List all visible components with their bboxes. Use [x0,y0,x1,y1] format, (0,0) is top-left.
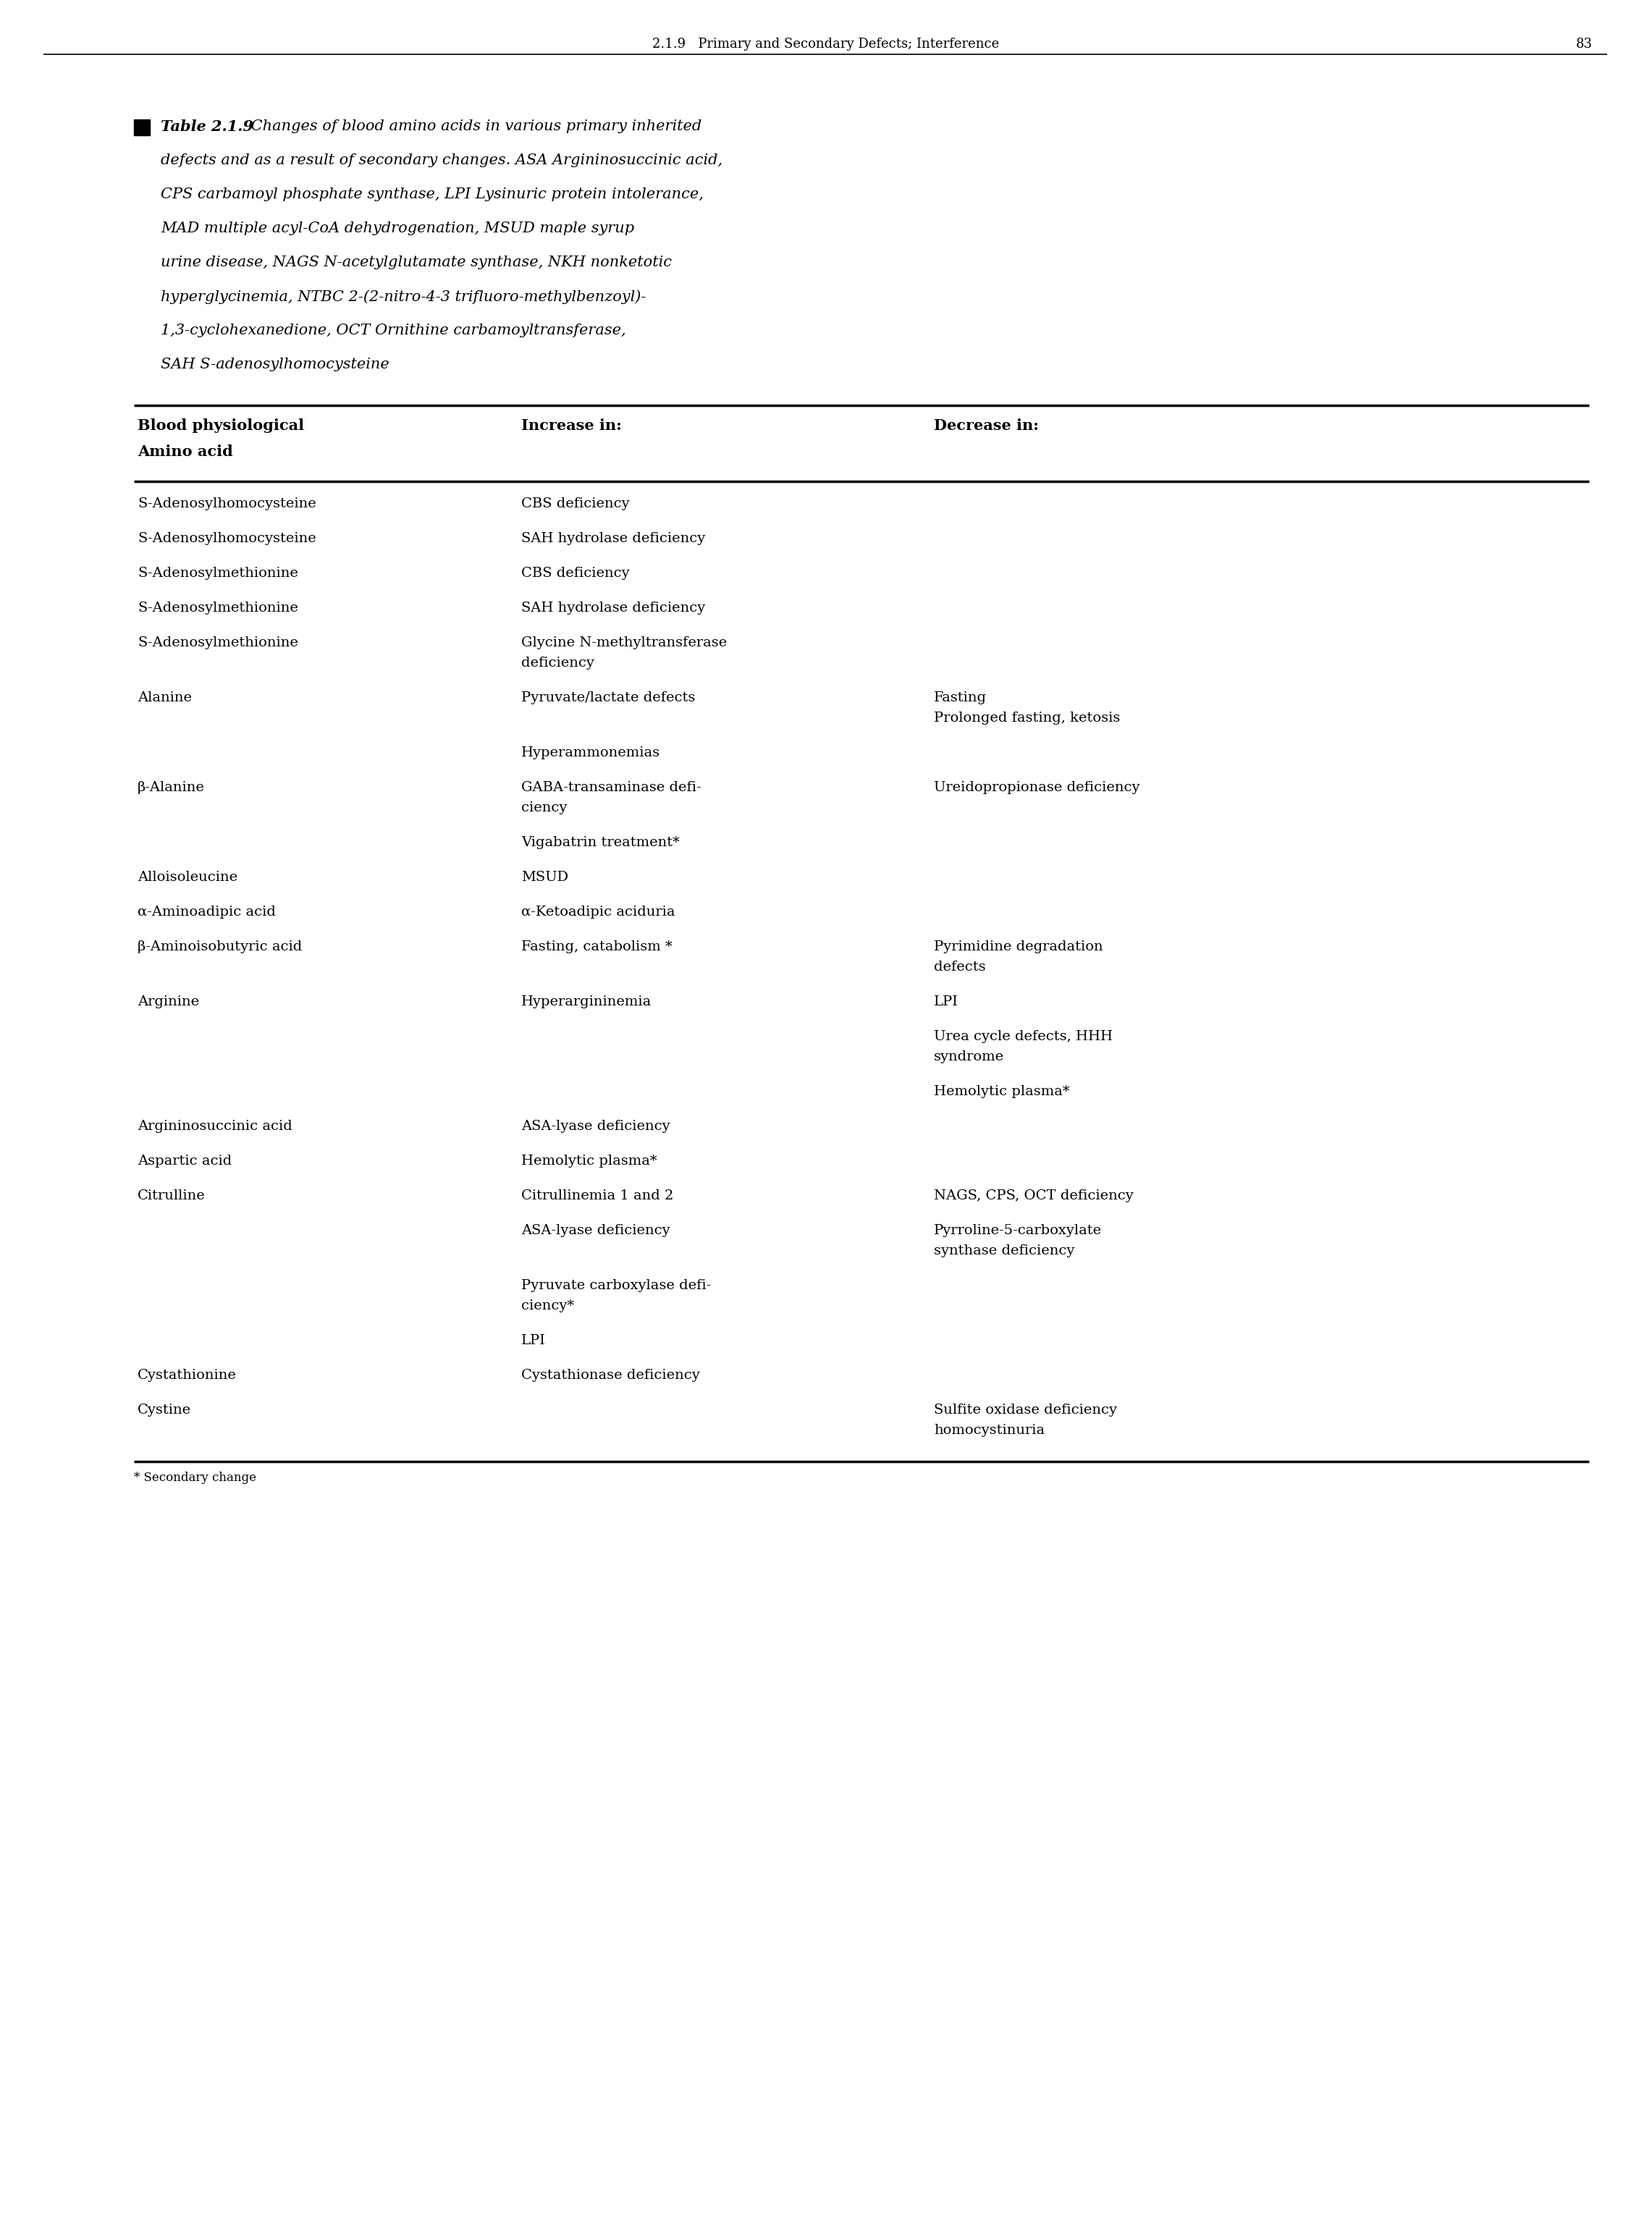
Text: Citrullinemia 1 and 2: Citrullinemia 1 and 2 [522,1189,674,1203]
Text: ciency: ciency [522,800,567,814]
Text: Sulfite oxidase deficiency: Sulfite oxidase deficiency [933,1403,1117,1416]
Text: Amino acid: Amino acid [137,445,233,458]
Text: ASA-lyase deficiency: ASA-lyase deficiency [522,1120,671,1134]
Text: Cystine: Cystine [137,1403,192,1416]
Text: Cystathionase deficiency: Cystathionase deficiency [522,1369,700,1383]
Text: Vigabatrin treatment*: Vigabatrin treatment* [522,836,679,849]
Text: 2.1.9   Primary and Secondary Defects; Interference: 2.1.9 Primary and Secondary Defects; Int… [653,38,999,51]
Text: S-Adenosylmethionine: S-Adenosylmethionine [137,602,297,614]
Text: 83: 83 [1576,38,1593,51]
Text: Prolonged fasting, ketosis: Prolonged fasting, ketosis [933,711,1120,725]
Text: Alloisoleucine: Alloisoleucine [137,871,238,885]
Text: GABA-transaminase defi-: GABA-transaminase defi- [522,780,700,794]
Text: Pyruvate/lactate defects: Pyruvate/lactate defects [522,691,695,705]
Bar [134,120,150,136]
Text: SAH S-adenosylhomocysteine: SAH S-adenosylhomocysteine [160,358,390,371]
Text: CBS deficiency: CBS deficiency [522,498,629,511]
Text: Pyruvate carboxylase defi-: Pyruvate carboxylase defi- [522,1278,710,1292]
Text: defects and as a result of secondary changes. ASA Argininosuccinic acid,: defects and as a result of secondary cha… [160,153,722,167]
Text: Pyrroline-5-carboxylate: Pyrroline-5-carboxylate [933,1225,1102,1236]
Text: Urea cycle defects, HHH: Urea cycle defects, HHH [933,1029,1113,1043]
Text: Citrulline: Citrulline [137,1189,205,1203]
Text: Fasting, catabolism *: Fasting, catabolism * [522,940,672,954]
Text: Argininosuccinic acid: Argininosuccinic acid [137,1120,292,1134]
Text: Pyrimidine degradation: Pyrimidine degradation [933,940,1104,954]
Text: Arginine: Arginine [137,996,200,1009]
Text: SAH hydrolase deficiency: SAH hydrolase deficiency [522,531,705,545]
Text: Aspartic acid: Aspartic acid [137,1154,231,1167]
Text: ciency*: ciency* [522,1300,575,1312]
Text: Hemolytic plasma*: Hemolytic plasma* [933,1085,1069,1098]
Text: α-Aminoadipic acid: α-Aminoadipic acid [137,905,276,918]
Text: MAD multiple acyl-CoA dehydrogenation, MSUD maple syrup: MAD multiple acyl-CoA dehydrogenation, M… [160,222,634,236]
Text: LPI: LPI [933,996,958,1009]
Text: CBS deficiency: CBS deficiency [522,567,629,580]
Text: α-Ketoadipic aciduria: α-Ketoadipic aciduria [522,905,676,918]
Text: urine disease, NAGS N-acetylglutamate synthase, NKH nonketotic: urine disease, NAGS N-acetylglutamate sy… [160,256,672,269]
Text: Hyperargininemia: Hyperargininemia [522,996,653,1009]
Text: syndrome: syndrome [933,1049,1004,1063]
Text: synthase deficiency: synthase deficiency [933,1245,1074,1258]
Text: S-Adenosylhomocysteine: S-Adenosylhomocysteine [137,531,316,545]
Text: Changes of blood amino acids in various primary inherited: Changes of blood amino acids in various … [246,120,702,133]
Text: β-Aminoisobutyric acid: β-Aminoisobutyric acid [137,940,302,954]
Text: hyperglycinemia, NTBC 2-(2-nitro-4-3 trifluoro-methylbenzoyl)-: hyperglycinemia, NTBC 2-(2-nitro-4-3 tri… [160,289,646,305]
Text: β-Alanine: β-Alanine [137,780,205,794]
Text: Hemolytic plasma*: Hemolytic plasma* [522,1154,657,1167]
Text: SAH hydrolase deficiency: SAH hydrolase deficiency [522,602,705,614]
Text: Hyperammonemias: Hyperammonemias [522,747,661,760]
Text: Increase in:: Increase in: [522,418,621,433]
Text: Decrease in:: Decrease in: [933,418,1039,433]
Text: NAGS, CPS, OCT deficiency: NAGS, CPS, OCT deficiency [933,1189,1133,1203]
Text: 1,3-cyclohexanedione, OCT Ornithine carbamoyltransferase,: 1,3-cyclohexanedione, OCT Ornithine carb… [160,325,626,338]
Text: deficiency: deficiency [522,656,595,669]
Text: CPS carbamoyl phosphate synthase, LPI Lysinuric protein intolerance,: CPS carbamoyl phosphate synthase, LPI Ly… [160,187,704,202]
Text: Alanine: Alanine [137,691,192,705]
Text: Blood physiological: Blood physiological [137,418,304,433]
Text: Glycine N-methyltransferase: Glycine N-methyltransferase [522,636,727,649]
Text: Fasting: Fasting [933,691,986,705]
Text: S-Adenosylmethionine: S-Adenosylmethionine [137,636,297,649]
Text: MSUD: MSUD [522,871,568,885]
Text: LPI: LPI [522,1334,545,1347]
Text: defects: defects [933,960,986,974]
Text: Ureidopropionase deficiency: Ureidopropionase deficiency [933,780,1140,794]
Text: S-Adenosylmethionine: S-Adenosylmethionine [137,567,297,580]
Text: S-Adenosylhomocysteine: S-Adenosylhomocysteine [137,498,316,511]
Text: ASA-lyase deficiency: ASA-lyase deficiency [522,1225,671,1236]
Text: Cystathionine: Cystathionine [137,1369,236,1383]
Text: homocystinuria: homocystinuria [933,1425,1044,1436]
Text: Table 2.1.9: Table 2.1.9 [160,120,253,133]
Text: * Secondary change: * Secondary change [134,1472,256,1485]
